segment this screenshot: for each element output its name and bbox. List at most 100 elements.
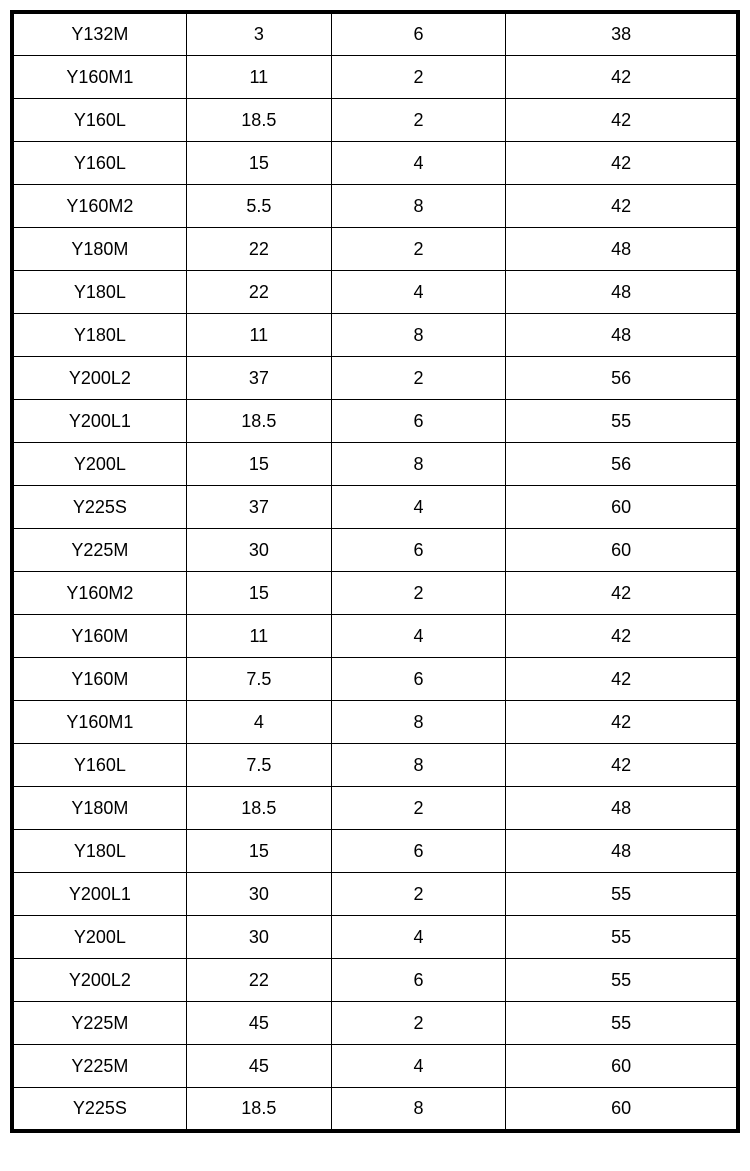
- table-cell: 2: [331, 787, 505, 830]
- table-cell: 30: [186, 873, 331, 916]
- table-cell: 22: [186, 271, 331, 314]
- table-row: Y180L15648: [12, 830, 738, 873]
- table-cell: Y225S: [12, 486, 186, 529]
- table-cell: 7.5: [186, 658, 331, 701]
- table-row: Y160M25.5842: [12, 185, 738, 228]
- table-cell: 8: [331, 701, 505, 744]
- table-cell: Y200L: [12, 916, 186, 959]
- table-row: Y225M30660: [12, 529, 738, 572]
- table-cell: 42: [506, 615, 738, 658]
- table-cell: 22: [186, 228, 331, 271]
- table-cell: Y160M1: [12, 56, 186, 99]
- table-cell: 4: [331, 486, 505, 529]
- table-row: Y180M22248: [12, 228, 738, 271]
- table-row: Y200L237256: [12, 357, 738, 400]
- table-row: Y225S18.5860: [12, 1088, 738, 1132]
- table-cell: 6: [331, 12, 505, 56]
- table-cell: 48: [506, 271, 738, 314]
- table-row: Y160M215242: [12, 572, 738, 615]
- table-row: Y180M18.5248: [12, 787, 738, 830]
- table-cell: Y225M: [12, 1002, 186, 1045]
- table-cell: 18.5: [186, 99, 331, 142]
- table-row: Y160L18.5242: [12, 99, 738, 142]
- table-cell: 8: [331, 1088, 505, 1132]
- table-cell: 30: [186, 916, 331, 959]
- table-cell: 7.5: [186, 744, 331, 787]
- data-table-container: Y132M3638Y160M111242Y160L18.5242Y160L154…: [10, 10, 740, 1133]
- table-cell: Y132M: [12, 12, 186, 56]
- table-cell: Y160L: [12, 142, 186, 185]
- table-cell: Y160M2: [12, 185, 186, 228]
- table-cell: Y160L: [12, 744, 186, 787]
- table-cell: Y180L: [12, 271, 186, 314]
- table-cell: 3: [186, 12, 331, 56]
- table-cell: 11: [186, 56, 331, 99]
- table-cell: 55: [506, 400, 738, 443]
- table-cell: 60: [506, 1088, 738, 1132]
- table-cell: 42: [506, 142, 738, 185]
- table-cell: Y160M: [12, 658, 186, 701]
- table-cell: 6: [331, 658, 505, 701]
- table-cell: Y180M: [12, 228, 186, 271]
- table-cell: Y160M: [12, 615, 186, 658]
- table-cell: Y225M: [12, 529, 186, 572]
- table-cell: Y200L1: [12, 873, 186, 916]
- table-cell: 6: [331, 400, 505, 443]
- table-cell: 4: [331, 615, 505, 658]
- table-cell: 45: [186, 1002, 331, 1045]
- table-cell: 2: [331, 572, 505, 615]
- table-cell: 6: [331, 529, 505, 572]
- table-row: Y160M7.5642: [12, 658, 738, 701]
- table-cell: 4: [331, 916, 505, 959]
- table-cell: 2: [331, 1002, 505, 1045]
- table-row: Y225M45255: [12, 1002, 738, 1045]
- data-table: Y132M3638Y160M111242Y160L18.5242Y160L154…: [10, 10, 740, 1133]
- table-row: Y180L22448: [12, 271, 738, 314]
- table-cell: Y225M: [12, 1045, 186, 1088]
- table-row: Y200L15856: [12, 443, 738, 486]
- table-row: Y200L222655: [12, 959, 738, 1002]
- table-cell: Y180M: [12, 787, 186, 830]
- table-cell: Y160M1: [12, 701, 186, 744]
- table-cell: 15: [186, 142, 331, 185]
- table-cell: 4: [186, 701, 331, 744]
- table-cell: Y160M2: [12, 572, 186, 615]
- table-cell: 60: [506, 529, 738, 572]
- table-cell: 8: [331, 314, 505, 357]
- table-cell: 56: [506, 357, 738, 400]
- table-cell: 22: [186, 959, 331, 1002]
- table-cell: 48: [506, 830, 738, 873]
- table-cell: 8: [331, 185, 505, 228]
- table-cell: 55: [506, 1002, 738, 1045]
- table-row: Y180L11848: [12, 314, 738, 357]
- table-cell: 8: [331, 744, 505, 787]
- table-cell: Y180L: [12, 830, 186, 873]
- table-body: Y132M3638Y160M111242Y160L18.5242Y160L154…: [12, 12, 738, 1131]
- table-cell: 38: [506, 12, 738, 56]
- table-cell: 18.5: [186, 787, 331, 830]
- table-cell: 42: [506, 56, 738, 99]
- table-row: Y225S37460: [12, 486, 738, 529]
- table-cell: 42: [506, 658, 738, 701]
- table-row: Y160M14842: [12, 701, 738, 744]
- table-cell: Y200L1: [12, 400, 186, 443]
- table-cell: 2: [331, 99, 505, 142]
- table-cell: 15: [186, 830, 331, 873]
- table-cell: 18.5: [186, 400, 331, 443]
- table-row: Y160L15442: [12, 142, 738, 185]
- table-cell: 5.5: [186, 185, 331, 228]
- table-cell: 11: [186, 314, 331, 357]
- table-cell: 2: [331, 56, 505, 99]
- table-cell: 55: [506, 959, 738, 1002]
- table-cell: 15: [186, 572, 331, 615]
- table-cell: 37: [186, 357, 331, 400]
- table-cell: 18.5: [186, 1088, 331, 1132]
- table-row: Y200L130255: [12, 873, 738, 916]
- table-cell: 48: [506, 787, 738, 830]
- table-cell: 4: [331, 142, 505, 185]
- table-row: Y225M45460: [12, 1045, 738, 1088]
- table-cell: Y200L2: [12, 357, 186, 400]
- table-cell: 30: [186, 529, 331, 572]
- table-cell: 8: [331, 443, 505, 486]
- table-cell: Y180L: [12, 314, 186, 357]
